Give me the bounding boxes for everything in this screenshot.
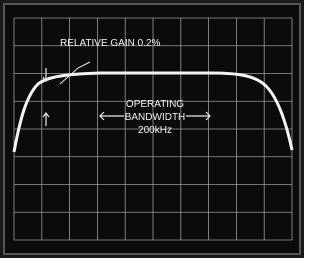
operating-label: OPERATING bbox=[126, 99, 184, 110]
frequency-label: 200kHz bbox=[138, 125, 172, 136]
scope-photo: RELATIVE GAIN 0.2% OPERATING BANDWIDTH 2… bbox=[0, 0, 304, 258]
gain-label: RELATIVE GAIN 0.2% bbox=[60, 38, 161, 49]
page: RELATIVE GAIN 0.2% OPERATING BANDWIDTH 2… bbox=[0, 0, 320, 258]
bandwidth-label: BANDWIDTH bbox=[125, 112, 186, 123]
